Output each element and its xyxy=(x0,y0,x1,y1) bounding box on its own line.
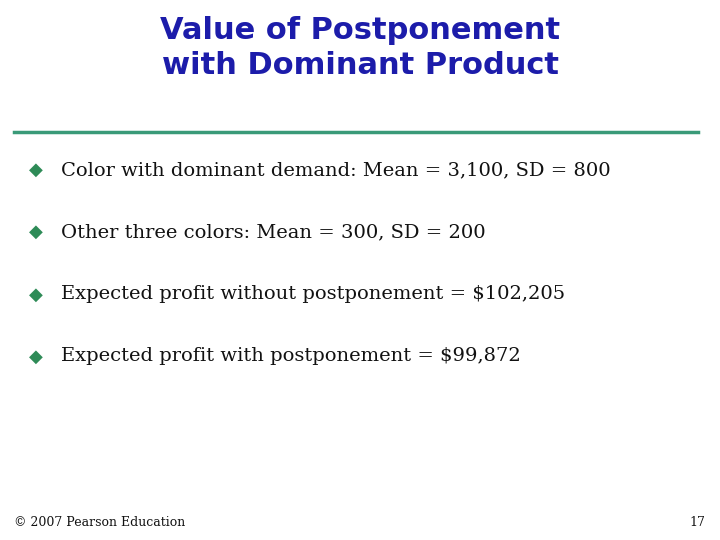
Text: Color with dominant demand: Mean = 3,100, SD = 800: Color with dominant demand: Mean = 3,100… xyxy=(61,161,611,179)
Text: Expected profit with postponement = $99,872: Expected profit with postponement = $99,… xyxy=(61,347,521,366)
Text: ◆: ◆ xyxy=(29,161,42,179)
Text: ◆: ◆ xyxy=(29,285,42,303)
Text: Other three colors: Mean = 300, SD = 200: Other three colors: Mean = 300, SD = 200 xyxy=(61,223,486,241)
Text: ◆: ◆ xyxy=(29,223,42,241)
Text: © 2007 Pearson Education: © 2007 Pearson Education xyxy=(14,516,186,529)
Text: 17: 17 xyxy=(690,516,706,529)
Text: ◆: ◆ xyxy=(29,347,42,366)
Text: Value of Postponement
with Dominant Product: Value of Postponement with Dominant Prod… xyxy=(160,16,560,80)
Text: Expected profit without postponement = $102,205: Expected profit without postponement = $… xyxy=(61,285,565,303)
